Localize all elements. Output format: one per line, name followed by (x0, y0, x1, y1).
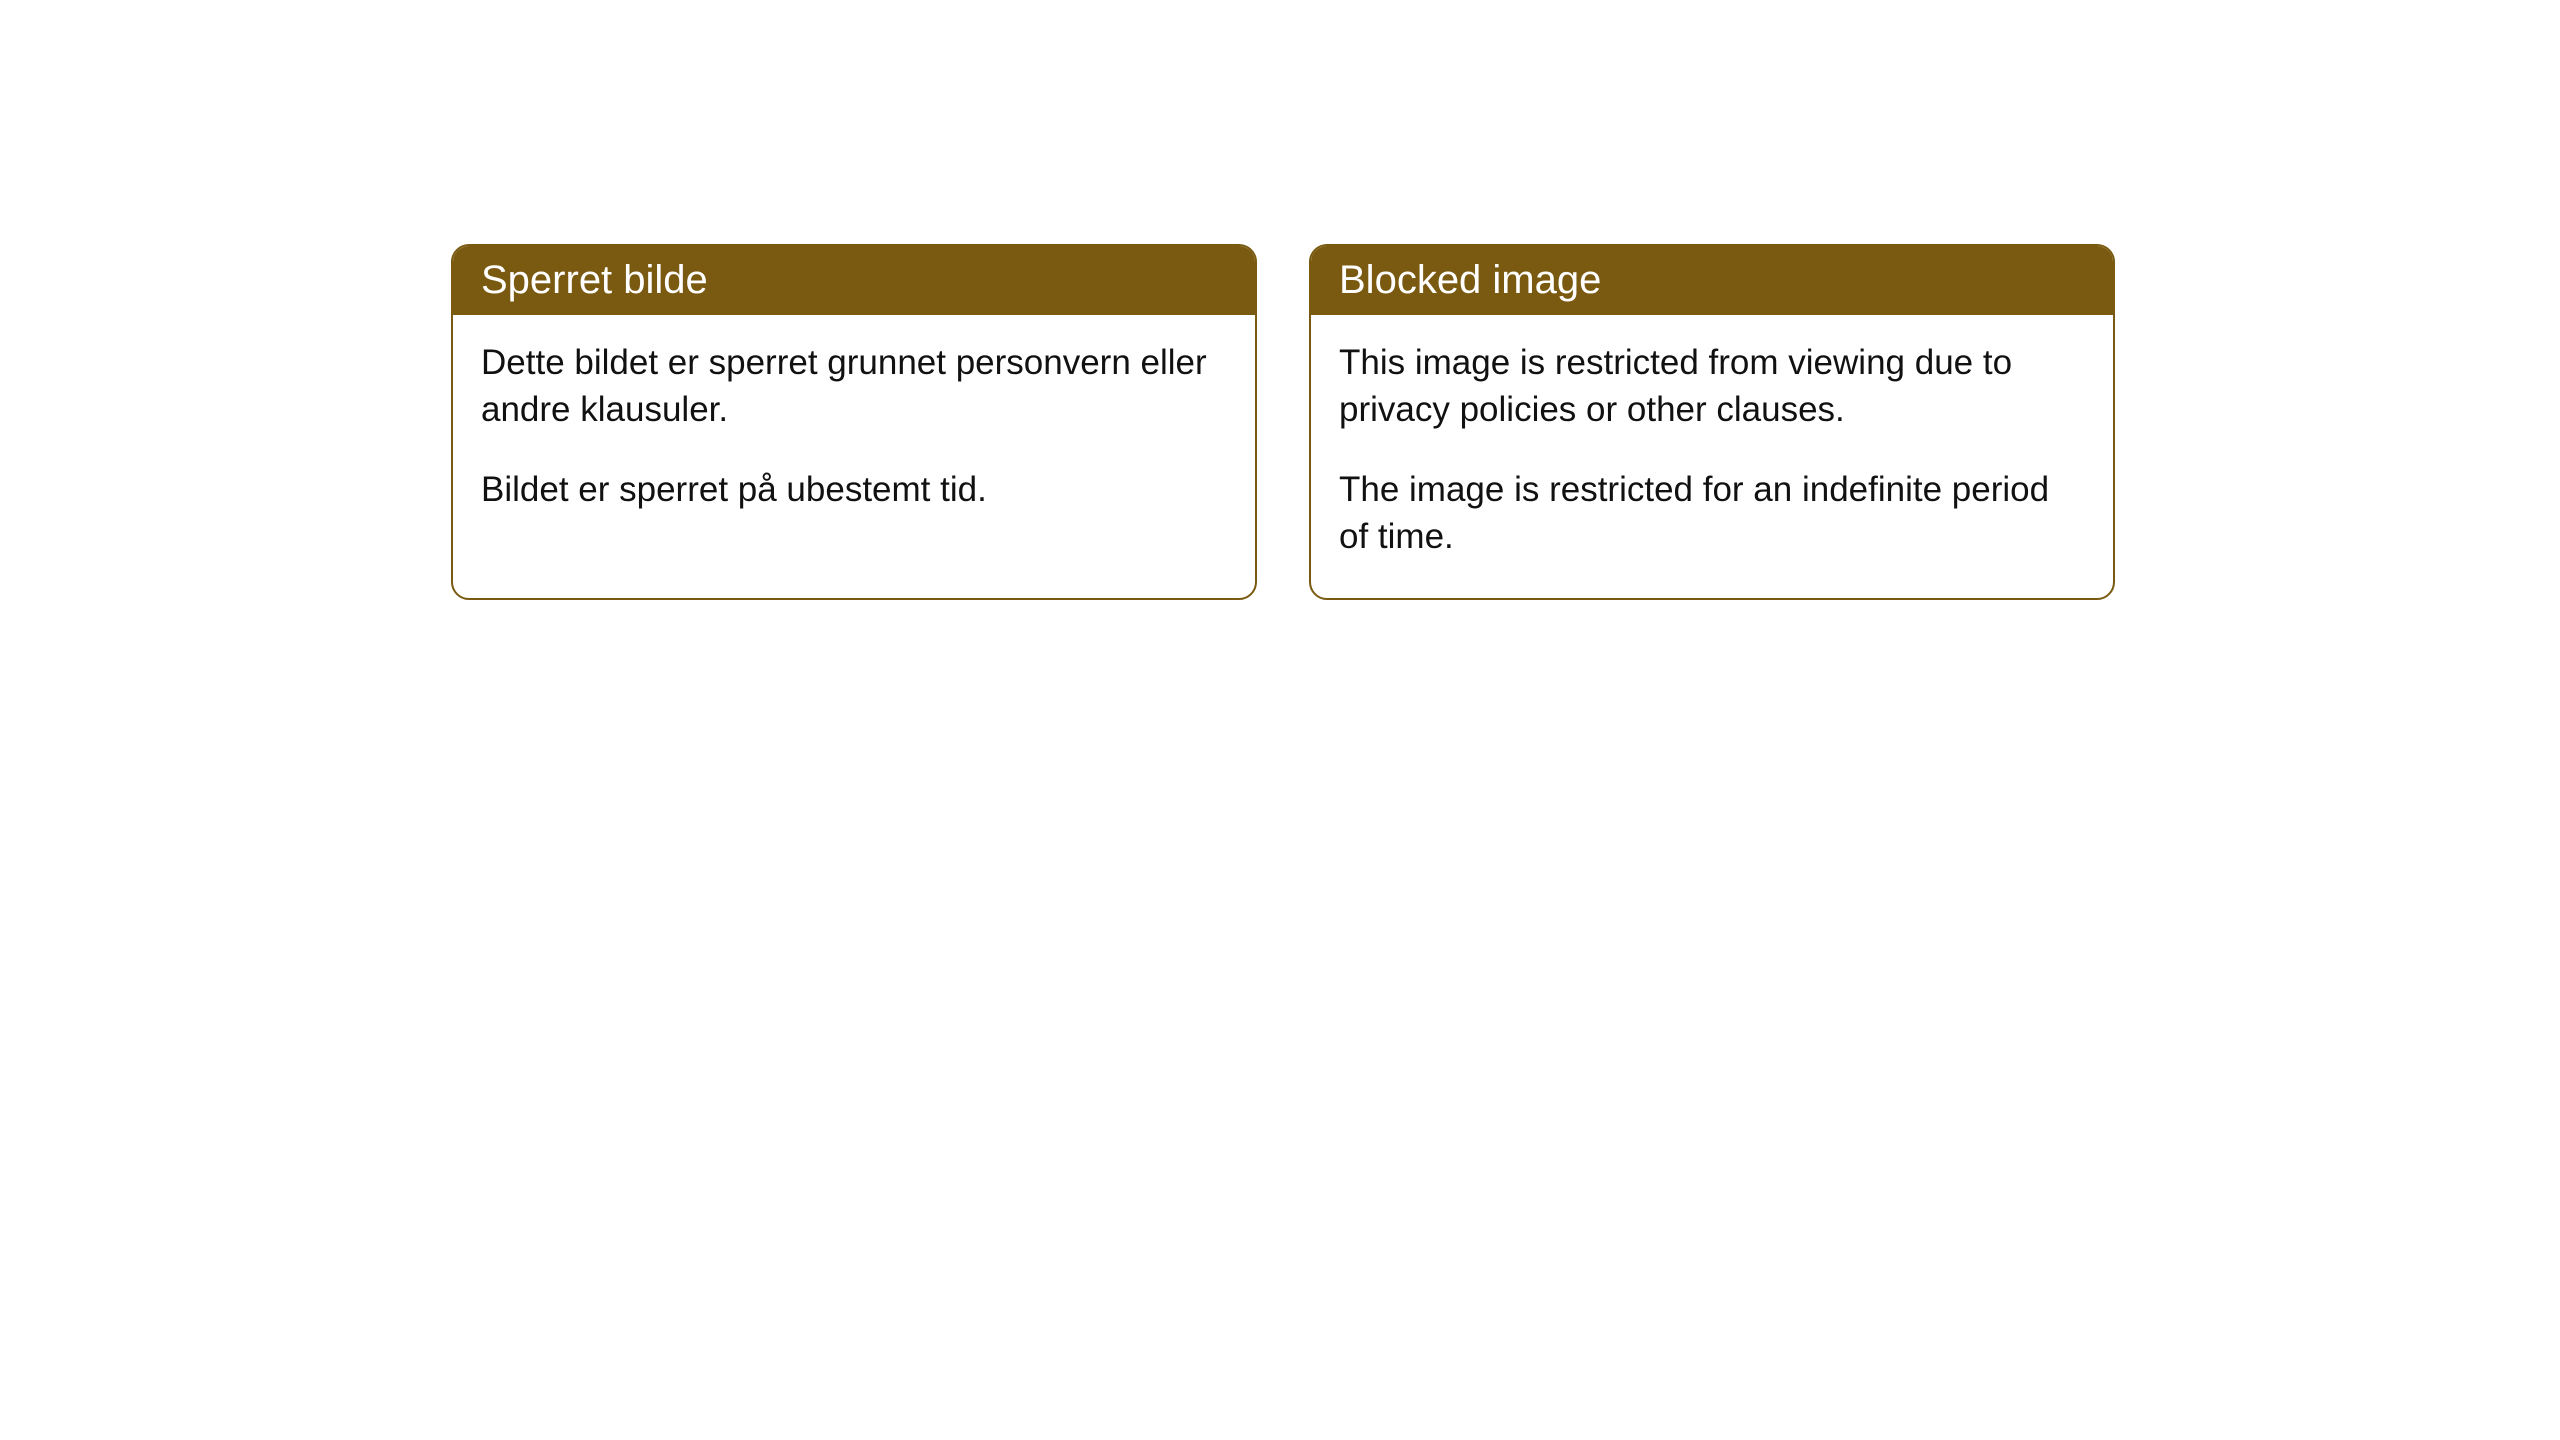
notice-card-paragraph: The image is restricted for an indefinit… (1339, 466, 2085, 561)
notice-card-norwegian: Sperret bilde Dette bildet er sperret gr… (451, 244, 1257, 600)
notice-card-paragraph: Bildet er sperret på ubestemt tid. (481, 466, 1227, 513)
notice-card-body: This image is restricted from viewing du… (1311, 315, 2113, 598)
notice-card-paragraph: Dette bildet er sperret grunnet personve… (481, 339, 1227, 434)
notice-card-body: Dette bildet er sperret grunnet personve… (453, 315, 1255, 551)
notice-card-header: Sperret bilde (453, 246, 1255, 315)
notice-card-title: Sperret bilde (481, 258, 708, 302)
notice-card-header: Blocked image (1311, 246, 2113, 315)
notice-container: Sperret bilde Dette bildet er sperret gr… (0, 0, 2560, 600)
notice-card-english: Blocked image This image is restricted f… (1309, 244, 2115, 600)
notice-card-paragraph: This image is restricted from viewing du… (1339, 339, 2085, 434)
notice-card-title: Blocked image (1339, 258, 1601, 302)
